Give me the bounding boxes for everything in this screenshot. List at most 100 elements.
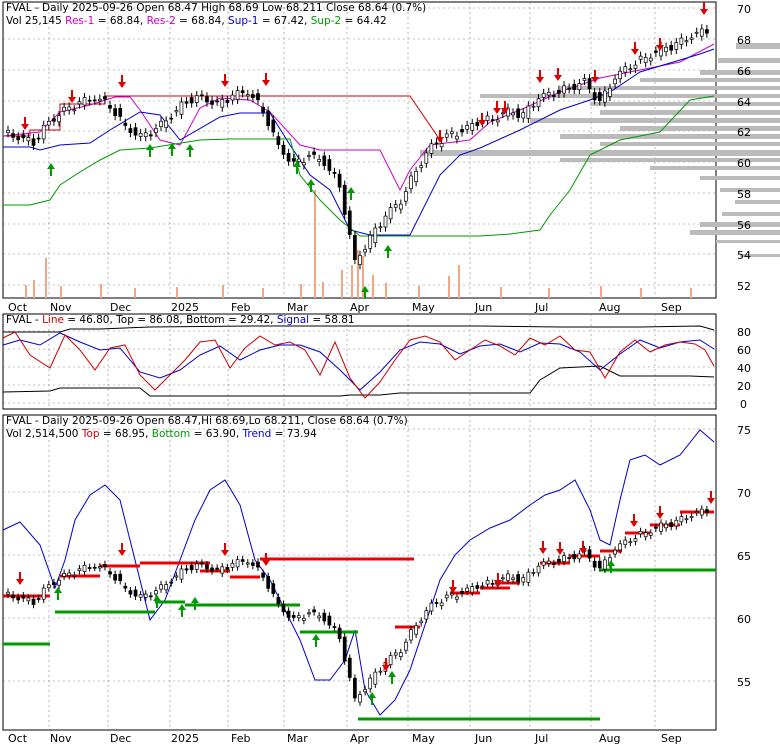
candle-body bbox=[694, 511, 699, 514]
candle-body bbox=[699, 508, 704, 516]
trend-bottom-segments bbox=[3, 568, 716, 721]
candle-body bbox=[409, 629, 413, 641]
x-tick: Sep bbox=[661, 301, 682, 314]
candle-body bbox=[189, 97, 194, 104]
oscillator-header: FVAL - Line = 46.80, Top = 86.08, Bottom… bbox=[6, 314, 355, 326]
candle-body bbox=[261, 106, 265, 113]
candle-body bbox=[368, 677, 373, 690]
sell-arrow-icon bbox=[554, 75, 562, 81]
candle-body bbox=[572, 83, 577, 90]
candle-body bbox=[434, 602, 439, 604]
x-tick: Nov bbox=[50, 732, 72, 745]
candle-body bbox=[460, 128, 464, 133]
sell-arrow-icon bbox=[631, 49, 639, 55]
trend-header-line2: Vol 2,514,500 Top = 68.95, Bottom = 63.9… bbox=[6, 428, 317, 440]
candle-body bbox=[6, 591, 10, 595]
trend-y-tick: 55 bbox=[737, 676, 751, 689]
candle-body bbox=[567, 557, 572, 559]
price-header-line1: FVAL - Daily 2025-09-26 Open 68.47 High … bbox=[6, 2, 426, 14]
sell-arrow-icon bbox=[579, 548, 587, 554]
candle-body bbox=[536, 565, 541, 574]
candle-body bbox=[705, 509, 709, 513]
buy-arrow-icon bbox=[47, 163, 55, 169]
header-segment: = 73.94 bbox=[271, 428, 317, 440]
candle-body bbox=[628, 68, 633, 71]
candle-body bbox=[138, 594, 143, 598]
candle-body bbox=[414, 171, 418, 183]
candle-body bbox=[67, 572, 72, 576]
candle-body bbox=[307, 612, 311, 615]
buy-arrow-icon bbox=[153, 595, 161, 601]
candle-body bbox=[684, 40, 689, 43]
candle-body bbox=[342, 636, 347, 662]
candle-body bbox=[133, 589, 138, 597]
candle-body bbox=[164, 120, 168, 128]
header-segment: = 64.42 bbox=[341, 15, 387, 27]
candle-body bbox=[230, 562, 235, 568]
candle-body bbox=[562, 555, 566, 562]
candle-body bbox=[235, 90, 240, 100]
candle-body bbox=[6, 129, 10, 133]
sup-2-line bbox=[3, 95, 715, 237]
x-tick: Sep bbox=[661, 732, 682, 745]
candle-body bbox=[143, 593, 148, 598]
candle-body bbox=[419, 620, 424, 624]
candle-body bbox=[62, 106, 66, 112]
candle-body bbox=[434, 142, 439, 145]
candle-body bbox=[245, 94, 250, 97]
header-segment: Signal bbox=[277, 314, 309, 326]
candle-body bbox=[337, 627, 342, 640]
candle-body bbox=[567, 87, 572, 90]
sell-arrow-icon bbox=[21, 124, 29, 130]
candle-body bbox=[500, 577, 505, 580]
candle-body bbox=[490, 583, 495, 585]
candle-body bbox=[429, 602, 434, 612]
header-segment: = 68.84, bbox=[176, 15, 228, 27]
candle-body bbox=[332, 626, 337, 628]
price-y-tick: 56 bbox=[737, 219, 751, 232]
x-tick: Apr bbox=[350, 732, 370, 745]
x-tick: Feb bbox=[231, 732, 250, 745]
candle-body bbox=[327, 159, 332, 171]
candle-body bbox=[664, 46, 668, 53]
candle-body bbox=[449, 131, 454, 135]
oscillator-y-tick: 60 bbox=[737, 344, 751, 357]
candle-body bbox=[251, 94, 255, 99]
candle-body bbox=[643, 532, 648, 538]
candle-body bbox=[41, 587, 46, 600]
price-y-tick: 66 bbox=[737, 65, 751, 78]
header-segment: Vol 2,514,500 bbox=[6, 428, 82, 440]
x-tick: Dec bbox=[110, 732, 131, 745]
header-segment: Sup-1 bbox=[228, 15, 258, 27]
buy-arrow-icon bbox=[361, 286, 369, 292]
candle-body bbox=[16, 597, 21, 601]
candle-body bbox=[302, 618, 306, 621]
candle-body bbox=[77, 101, 82, 105]
candle-body bbox=[296, 158, 301, 162]
candle-body bbox=[490, 119, 495, 121]
candle-body bbox=[317, 615, 322, 619]
candle-body bbox=[618, 70, 623, 80]
candle-body bbox=[444, 133, 449, 138]
candle-body bbox=[169, 581, 174, 584]
buy-arrow-icon bbox=[178, 604, 186, 610]
sell-arrow-icon bbox=[262, 80, 270, 86]
candle-body bbox=[138, 133, 143, 137]
candle-body bbox=[347, 210, 352, 235]
candle-body bbox=[552, 95, 556, 97]
x-tick: Nov bbox=[50, 301, 72, 314]
candle-body bbox=[220, 566, 225, 574]
price-header-line2: Vol 25,145 Res-1 = 68.84, Res-2 = 68.84,… bbox=[6, 15, 387, 27]
candle-body bbox=[154, 590, 158, 595]
x-tick: Apr bbox=[350, 301, 370, 314]
candle-body bbox=[266, 110, 271, 127]
header-segment: FVAL - Daily 2025-09-26 Open 68.47,Hi 68… bbox=[6, 415, 408, 427]
buy-arrow-icon bbox=[347, 187, 355, 193]
buy-arrow-icon bbox=[191, 597, 199, 603]
candle-body bbox=[470, 586, 475, 593]
candle-body bbox=[230, 94, 235, 101]
candle-body bbox=[62, 572, 66, 577]
buy-arrow-icon bbox=[293, 161, 301, 167]
